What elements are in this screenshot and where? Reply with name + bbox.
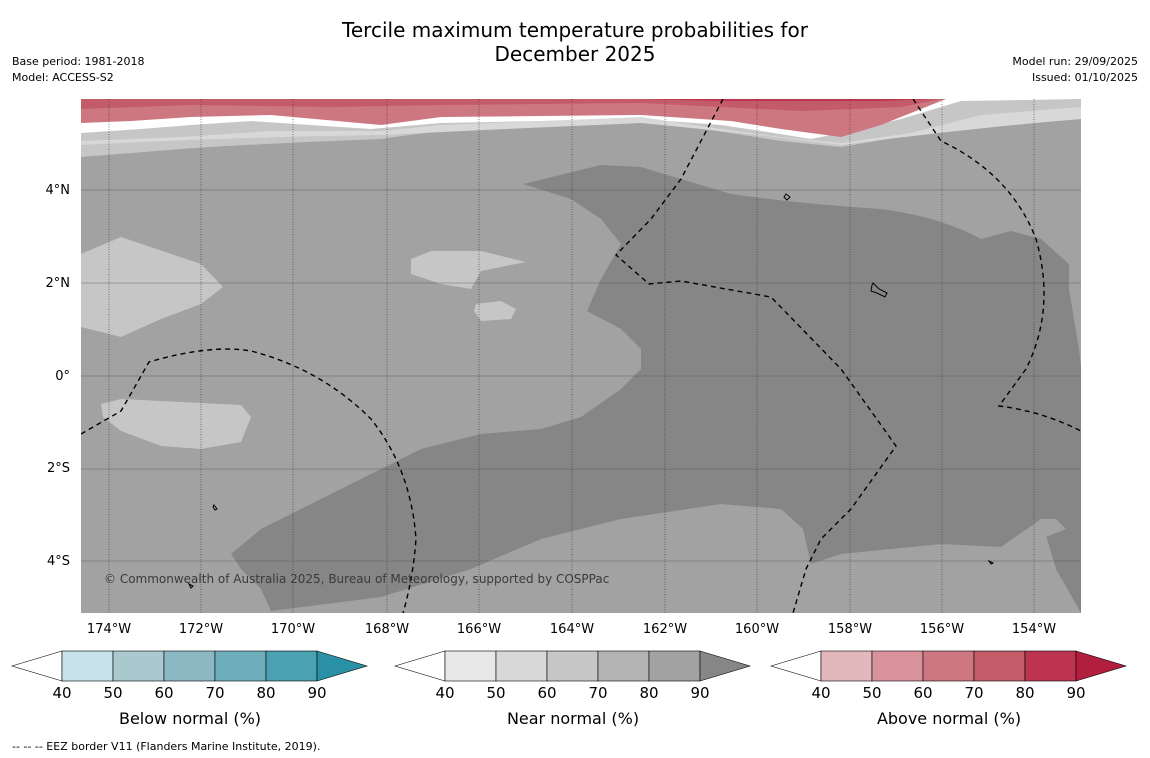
island-5 — [987, 559, 995, 565]
cb-near-seg-3 — [546, 650, 599, 682]
issued-date: Issued: 01/10/2025 — [1031, 71, 1138, 84]
lon-tick-172w: 172°W — [178, 622, 224, 637]
lon-tick-156w: 156°W — [919, 622, 965, 637]
cb-below-seg-0 — [10, 650, 63, 682]
cb-below-seg-1 — [61, 650, 114, 682]
above-normal-80-90-top — [81, 99, 931, 101]
cb-below-tick-50: 50 — [103, 684, 123, 702]
meta-left: Base period: 1981-2018 Model: ACCESS-S2 — [12, 54, 144, 86]
cb-near-seg-0 — [393, 650, 446, 682]
cb-near-seg-1 — [444, 650, 497, 682]
map-area[interactable] — [81, 99, 1081, 613]
map-title: Tercile maximum temperature probabilitie… — [0, 18, 1150, 66]
colorbars-svg — [10, 650, 1128, 682]
eez-border-east[interactable] — [912, 99, 1081, 432]
near-normal-50-60-central-patch — [411, 251, 526, 289]
eez-footnote: -- -- -- EEZ border V11 (Flanders Marine… — [12, 740, 321, 753]
lat-gridlines — [81, 189, 1081, 562]
islands — [187, 193, 995, 589]
cb-near-seg-5 — [648, 650, 701, 682]
eez-border-west[interactable] — [81, 348, 417, 613]
cb-below-seg-6 — [316, 650, 369, 682]
lon-tick-154w: 154°W — [1011, 622, 1057, 637]
eez-borders[interactable] — [81, 99, 1081, 613]
cb-near-tick-90: 90 — [690, 684, 710, 702]
near-normal-50-60-small-patch — [474, 301, 516, 321]
model-run: Model run: 29/09/2025 — [1012, 55, 1138, 68]
island-3 — [212, 504, 218, 511]
cb-below-label: Below normal (%) — [118, 709, 262, 728]
colorbars — [0, 648, 1150, 688]
cb-near-tick-50: 50 — [486, 684, 506, 702]
cb-above-seg-2 — [871, 650, 924, 682]
colorbar-above-normal — [769, 650, 1128, 682]
title-line-1: Tercile maximum temperature probabilitie… — [342, 18, 808, 42]
cb-below-seg-3 — [163, 650, 216, 682]
cb-above-label: Above normal (%) — [876, 709, 1022, 728]
lon-tick-162w: 162°W — [642, 622, 688, 637]
lat-tick-4s: 4°S — [46, 554, 70, 569]
above-normal-60-70-top — [81, 99, 946, 137]
lat-tick-2s: 2°S — [46, 461, 70, 476]
cb-near-seg-6 — [699, 650, 752, 682]
colorbar-below-normal — [10, 650, 369, 682]
cb-below-tick-40: 40 — [52, 684, 72, 702]
lon-tick-170w: 170°W — [270, 622, 316, 637]
above-normal-70-80-top — [81, 99, 941, 111]
cb-above-seg-0 — [769, 650, 822, 682]
cb-below-seg-4 — [214, 650, 267, 682]
cb-near-tick-80: 80 — [639, 684, 659, 702]
cb-near-tick-40: 40 — [435, 684, 455, 702]
cb-below-tick-70: 70 — [205, 684, 225, 702]
near-normal-small-patch — [1041, 519, 1066, 539]
cb-above-seg-3 — [922, 650, 975, 682]
cb-near-tick-60: 60 — [537, 684, 557, 702]
cb-above-tick-60: 60 — [913, 684, 933, 702]
meta-right: Model run: 29/09/2025 Issued: 01/10/2025 — [1012, 54, 1138, 86]
cb-near-label: Near normal (%) — [506, 709, 640, 728]
copyright-text: © Commonwealth of Australia 2025, Bureau… — [104, 572, 610, 586]
cb-near-seg-2 — [495, 650, 548, 682]
cb-above-seg-5 — [1024, 650, 1077, 682]
colorbar-near-normal — [393, 650, 752, 682]
cb-above-seg-4 — [973, 650, 1026, 682]
lat-tick-2n: 2°N — [45, 276, 71, 291]
cb-above-seg-1 — [820, 650, 873, 682]
cb-above-tick-50: 50 — [862, 684, 882, 702]
lon-tick-158w: 158°W — [827, 622, 873, 637]
near-normal-50-60-south-patch — [101, 399, 251, 449]
lon-tick-166w: 166°W — [456, 622, 502, 637]
island-2 — [870, 282, 888, 298]
cb-above-tick-90: 90 — [1066, 684, 1086, 702]
lon-tick-160w: 160°W — [734, 622, 780, 637]
map-svg — [81, 99, 1081, 613]
lon-tick-168w: 168°W — [364, 622, 410, 637]
cb-above-seg-6 — [1075, 650, 1128, 682]
cb-below-tick-90: 90 — [307, 684, 327, 702]
cb-above-tick-80: 80 — [1015, 684, 1035, 702]
lon-tick-174w: 174°W — [86, 622, 132, 637]
cb-above-tick-70: 70 — [964, 684, 984, 702]
cb-near-tick-70: 70 — [588, 684, 608, 702]
island-1 — [783, 193, 791, 201]
island-4 — [187, 582, 194, 589]
cb-below-seg-5 — [265, 650, 318, 682]
cb-above-tick-40: 40 — [811, 684, 831, 702]
cb-below-tick-80: 80 — [256, 684, 276, 702]
lat-tick-0: 0° — [55, 369, 70, 384]
lon-tick-164w: 164°W — [549, 622, 595, 637]
lat-tick-4n: 4°N — [45, 183, 71, 198]
near-normal-70-80-region — [231, 165, 1081, 613]
title-line-2: December 2025 — [494, 42, 656, 66]
near-normal-40-50-top — [81, 107, 1081, 145]
cb-below-tick-60: 60 — [154, 684, 174, 702]
lon-gridlines — [108, 99, 1035, 613]
cb-near-seg-4 — [597, 650, 650, 682]
base-period: Base period: 1981-2018 — [12, 55, 145, 68]
near-normal-50-60-west-patch — [81, 237, 223, 337]
model-name: Model: ACCESS-S2 — [12, 71, 114, 84]
cb-below-seg-2 — [112, 650, 165, 682]
